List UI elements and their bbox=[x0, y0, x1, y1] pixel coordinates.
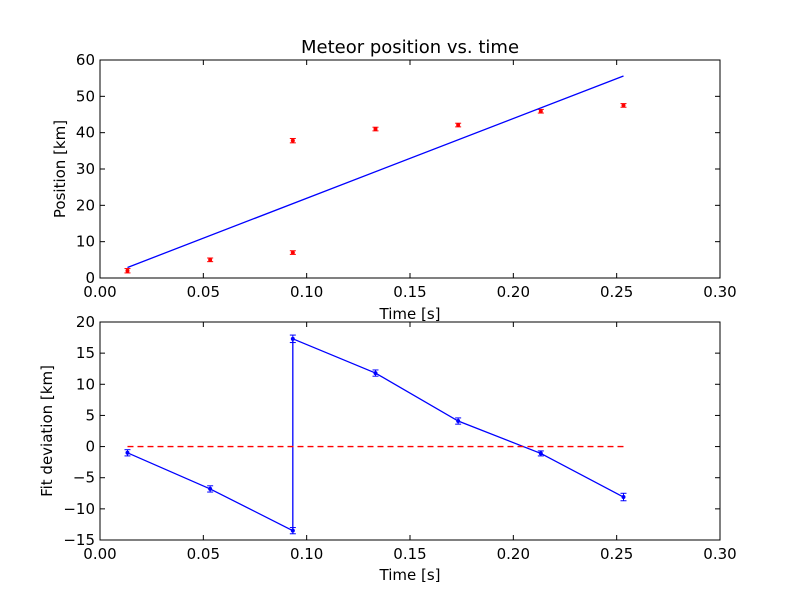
deviation-y-tick-label: 0 bbox=[85, 438, 95, 456]
position-plot-frame bbox=[99, 59, 721, 279]
position-data-point bbox=[290, 138, 295, 143]
position-y-tick-label: 40 bbox=[76, 124, 95, 142]
position-data-point bbox=[621, 103, 626, 108]
position-x-tick-label: 0.20 bbox=[497, 283, 530, 301]
position-x-axis-label: Time [s] bbox=[379, 305, 441, 323]
position-tick-labels: 0.00 0.05 0.10 0.15 0.20 0.25 0.30 0 10 20 30 40 50 6… bbox=[76, 51, 737, 301]
position-plot: Meteor position vs. time 0.00 0.05 0.10 0.1… bbox=[51, 37, 737, 323]
deviation-series bbox=[124, 334, 627, 535]
position-y-tick-label: 20 bbox=[76, 196, 95, 214]
position-y-tick-label: 60 bbox=[76, 51, 95, 69]
deviation-series-0-line bbox=[127, 337, 624, 532]
position-x-tick-label: 0.30 bbox=[703, 283, 736, 301]
deviation-tick-labels: 0.00 0.05 0.10 0.15 0.20 0.25 0.30 −15 −10 −5 0 5 10… bbox=[63, 313, 736, 563]
deviation-x-axis-label: Time [s] bbox=[379, 566, 441, 584]
deviation-x-tick-label: 0.20 bbox=[497, 545, 530, 563]
position-x-tick-label: 0.05 bbox=[187, 283, 220, 301]
deviation-data-point bbox=[290, 336, 295, 341]
deviation-plot-frame bbox=[99, 321, 721, 541]
position-data-point bbox=[208, 257, 213, 262]
deviation-x-tick-label: 0.25 bbox=[600, 545, 633, 563]
position-data-point bbox=[125, 268, 130, 273]
deviation-y-axis-label: Fit deviation [km] bbox=[38, 365, 56, 497]
position-y-tick-label: 30 bbox=[76, 160, 95, 178]
deviation-y-tick-label: −10 bbox=[63, 500, 95, 518]
deviation-plot: 0.00 0.05 0.10 0.15 0.20 0.25 0.30 −15 −10 −5 0 5 10… bbox=[38, 313, 737, 584]
position-series-1-line bbox=[127, 75, 624, 269]
deviation-y-tick-label: 15 bbox=[76, 344, 95, 362]
deviation-y-tick-label: −15 bbox=[63, 531, 95, 549]
deviation-data-point bbox=[208, 486, 213, 491]
deviation-data-point bbox=[373, 371, 378, 376]
deviation-data-point bbox=[538, 451, 543, 456]
position-data-point bbox=[456, 123, 461, 128]
deviation-x-tick-label: 0.10 bbox=[290, 545, 323, 563]
position-y-tick-label: 10 bbox=[76, 233, 95, 251]
deviation-x-tick-label: 0.00 bbox=[83, 545, 116, 563]
deviation-x-tick-label: 0.30 bbox=[703, 545, 736, 563]
position-y-tick-label: 50 bbox=[76, 87, 95, 105]
position-data-point bbox=[290, 250, 295, 255]
position-x-tick-label: 0.15 bbox=[393, 283, 426, 301]
deviation-data-point bbox=[621, 495, 626, 500]
deviation-data-point bbox=[125, 450, 130, 455]
deviation-y-tick-label: −5 bbox=[73, 469, 95, 487]
position-data-point bbox=[538, 109, 543, 114]
deviation-data-point bbox=[290, 528, 295, 533]
position-x-tick-label: 0.00 bbox=[83, 283, 116, 301]
deviation-x-tick-label: 0.15 bbox=[393, 545, 426, 563]
deviation-y-tick-label: 20 bbox=[76, 313, 95, 331]
deviation-y-tick-label: 5 bbox=[85, 406, 95, 424]
position-x-tick-label: 0.10 bbox=[290, 283, 323, 301]
position-series bbox=[124, 75, 627, 274]
deviation-y-tick-label: 10 bbox=[76, 375, 95, 393]
position-x-tick-label: 0.25 bbox=[600, 283, 633, 301]
position-y-axis-label: Position [km] bbox=[51, 120, 69, 218]
position-y-tick-label: 0 bbox=[85, 269, 95, 287]
deviation-x-tick-label: 0.05 bbox=[187, 545, 220, 563]
chart-title: Meteor position vs. time bbox=[301, 37, 519, 58]
deviation-data-point bbox=[456, 419, 461, 424]
position-data-point bbox=[373, 127, 378, 132]
